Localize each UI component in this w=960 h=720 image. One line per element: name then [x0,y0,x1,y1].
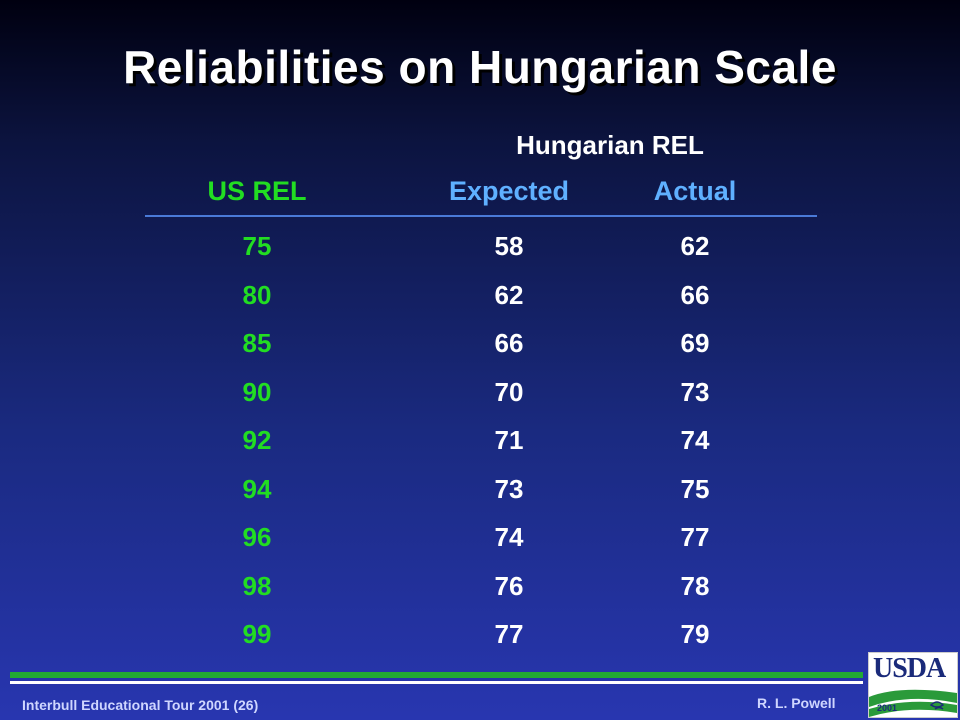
actual-cell: 78 [680,570,710,601]
us-rel-cell: 90 [242,376,272,407]
actual-cell: 73 [680,376,710,407]
column-header-us-rel: US REL [207,176,307,206]
slide-title: Reliabilities on Hungarian Scale [123,41,837,93]
table-row: 99 77 79 [0,610,960,659]
table-row: 98 76 78 [0,562,960,611]
column-header-expected: Expected [448,176,570,206]
usda-logo: USDA 2001 [868,652,958,718]
table-row: 92 71 74 [0,416,960,465]
expected-cell: 62 [494,279,524,310]
us-rel-cell: 94 [242,473,272,504]
table-row: 96 74 77 [0,513,960,562]
footer-rule-white [10,681,863,684]
expected-cell: 70 [494,376,524,407]
us-rel-cell: 85 [242,328,272,358]
us-rel-cell: 98 [242,570,272,601]
expected-cell: 77 [494,619,524,649]
table-row: 90 70 73 [0,368,960,417]
group-header-hungarian-rel: Hungarian REL [516,130,704,160]
actual-cell: 79 [680,619,710,649]
table-row: 85 66 69 [0,319,960,368]
usda-logo-text: USDA [873,653,946,684]
column-header-actual: Actual [653,176,737,206]
expected-cell: 71 [494,425,524,455]
us-rel-cell: 75 [242,231,272,261]
table-row: 75 58 62 [0,222,960,271]
expected-cell: 58 [494,231,524,261]
actual-cell: 77 [680,522,710,552]
us-rel-cell: 96 [242,522,272,552]
header-divider [145,215,817,217]
footer-tour-label: Interbull Educational Tour 2001 (26) [22,697,259,713]
footer-rule-green [10,672,863,678]
expected-cell: 66 [494,328,524,358]
us-rel-cell: 80 [242,279,272,310]
actual-cell: 75 [680,473,710,504]
expected-cell: 73 [494,473,524,504]
table-body: 75 58 62 80 62 66 85 66 69 90 70 73 92 71 74 94 73 75 96 74… [0,222,960,659]
us-rel-cell: 92 [242,425,272,455]
usda-logo-waves-icon [869,689,957,717]
us-rel-cell: 99 [242,619,272,649]
expected-cell: 74 [494,522,524,552]
actual-cell: 62 [680,231,710,261]
expected-cell: 76 [494,570,524,601]
footer-author: R. L. Powell [757,695,836,711]
actual-cell: 74 [680,425,710,455]
table-row: 94 73 75 [0,465,960,514]
actual-cell: 69 [680,328,710,358]
usda-logo-year: 2001 [877,703,898,713]
table-row: 80 62 66 [0,271,960,320]
actual-cell: 66 [680,279,710,310]
